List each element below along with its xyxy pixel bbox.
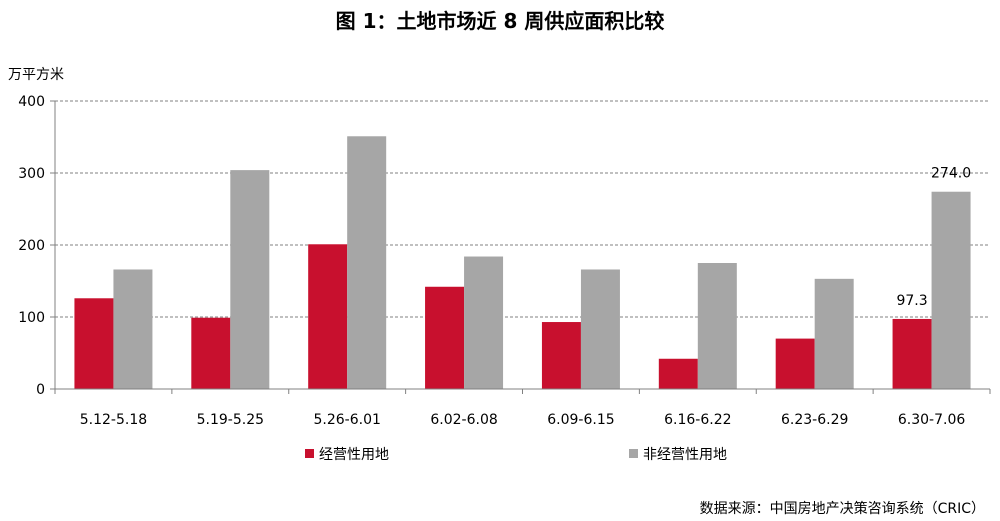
bar-operating (308, 244, 348, 389)
legend-label: 非经营性用地 (643, 447, 727, 463)
y-tick-label: 400 (18, 94, 45, 110)
grid-lines (55, 100, 990, 318)
bar-non-operating (347, 136, 387, 389)
legend-swatch (305, 449, 314, 458)
y-tick-label: 100 (18, 310, 45, 326)
bar-operating (425, 286, 465, 389)
source-note: 数据来源：中国房地产决策咨询系统（CRIC） (700, 500, 985, 517)
data-labels: 97.3 274.0 (896, 166, 971, 309)
bar-operating (658, 358, 698, 389)
bar-non-operating (580, 269, 620, 389)
axes (54, 101, 990, 390)
bar-non-operating (814, 278, 854, 389)
bar-operating (74, 298, 114, 389)
bars (74, 136, 971, 389)
legend: 经营性用地 非经营性用地 (305, 447, 727, 463)
y-axis-unit-label: 万平方米 (8, 67, 64, 83)
y-tick-label: 200 (18, 238, 45, 254)
x-tick-label: 5.12-5.18 (80, 412, 147, 428)
x-tick-label: 6.30-7.06 (898, 412, 965, 428)
bar-operating (191, 317, 231, 389)
bar-non-operating (931, 191, 971, 389)
x-tick-label: 6.09-6.15 (547, 412, 614, 428)
x-tick-label: 6.02-6.08 (430, 412, 497, 428)
legend-swatch (629, 449, 638, 458)
x-tick-label: 5.19-5.25 (197, 412, 264, 428)
data-label: 97.3 (896, 293, 927, 309)
data-label: 274.0 (931, 166, 971, 182)
x-tick-label: 6.16-6.22 (664, 412, 731, 428)
bar-operating (892, 318, 932, 389)
legend-label: 经营性用地 (319, 447, 389, 463)
bar-operating (541, 322, 581, 389)
x-tick-label: 5.26-6.01 (313, 412, 380, 428)
bar-non-operating (464, 256, 504, 389)
x-tick-label: 6.23-6.29 (781, 412, 848, 428)
bar-non-operating (230, 170, 270, 389)
bar-operating (775, 338, 815, 389)
chart-title: 图 1：土地市场近 8 周供应面积比较 (336, 9, 665, 33)
x-axis-ticks: 5.12-5.18 5.19-5.25 5.26-6.01 6.02-6.08 6.09… (54, 389, 991, 428)
y-axis-ticks: 0 100 200 300 400 (18, 94, 55, 398)
bar-non-operating (697, 263, 737, 389)
bar-non-operating (113, 269, 153, 389)
y-tick-label: 300 (18, 166, 45, 182)
y-tick-label: 0 (36, 382, 45, 398)
